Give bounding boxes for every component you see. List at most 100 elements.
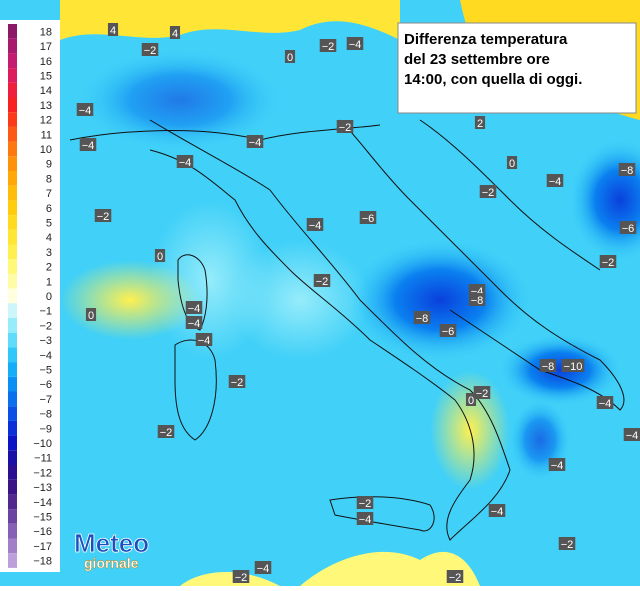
legend-label: 1 bbox=[46, 276, 52, 288]
legend-swatch bbox=[8, 112, 17, 127]
legend-label: −9 bbox=[39, 423, 52, 435]
map-label: −2 bbox=[97, 211, 110, 223]
map-label: −2 bbox=[339, 122, 352, 134]
map-label-bg bbox=[185, 316, 203, 329]
map-label-bg bbox=[468, 293, 486, 306]
title-line: del 23 settembre ore bbox=[404, 51, 550, 68]
map-label: −2 bbox=[160, 427, 173, 439]
legend-label: 6 bbox=[46, 203, 52, 215]
legend-swatch bbox=[8, 185, 17, 201]
legend-label: 11 bbox=[41, 129, 52, 141]
legend-swatch bbox=[8, 24, 17, 39]
legend-swatch bbox=[8, 465, 17, 480]
legend-swatch bbox=[8, 215, 17, 230]
legend-swatch bbox=[8, 509, 17, 524]
legend-swatch bbox=[8, 538, 17, 554]
map-label-bg bbox=[107, 23, 119, 36]
map-label: −6 bbox=[362, 213, 375, 225]
title-box: Differenza temperatura del 23 settembre … bbox=[397, 22, 637, 114]
map-label: −2 bbox=[602, 257, 615, 269]
map-label-bg bbox=[336, 120, 354, 133]
legend-swatch bbox=[8, 259, 17, 274]
legend-label: −17 bbox=[33, 541, 52, 553]
legend-label: 8 bbox=[46, 173, 52, 185]
map-label-bg bbox=[439, 324, 457, 337]
map-label: 0 bbox=[468, 395, 474, 407]
map-label: −4 bbox=[82, 140, 95, 152]
legend-swatch bbox=[8, 288, 17, 304]
map-label: −6 bbox=[442, 326, 455, 338]
map-label-bg bbox=[359, 211, 377, 224]
map-label: −2 bbox=[322, 41, 335, 53]
map-label: −2 bbox=[561, 539, 574, 551]
legend-swatch bbox=[8, 450, 17, 465]
map-label-bg bbox=[76, 103, 94, 116]
map-label-bg bbox=[228, 375, 246, 388]
legend-label: 15 bbox=[40, 70, 52, 82]
map-label-bg bbox=[94, 209, 112, 222]
legend-label: 3 bbox=[46, 247, 52, 259]
map-label: −4 bbox=[349, 39, 362, 51]
map-label: −4 bbox=[599, 398, 612, 410]
map-label-bg bbox=[619, 221, 637, 234]
map-label: −4 bbox=[309, 220, 322, 232]
legend-label: −5 bbox=[39, 364, 52, 376]
legend-label: 4 bbox=[46, 232, 52, 244]
legend-label: 14 bbox=[40, 85, 52, 97]
map-label: −4 bbox=[359, 514, 372, 526]
legend-swatch bbox=[8, 38, 17, 54]
map-label-bg bbox=[618, 163, 636, 176]
legend-label: −2 bbox=[39, 320, 52, 332]
legend-swatch bbox=[8, 97, 17, 113]
map-label-bg bbox=[548, 458, 566, 471]
legend-label: 7 bbox=[46, 188, 52, 200]
map-label-bg bbox=[154, 249, 166, 262]
legend-label: 16 bbox=[40, 56, 52, 68]
map-label: −4 bbox=[179, 157, 192, 169]
map-label-bg bbox=[599, 255, 617, 268]
legend-label: 2 bbox=[46, 262, 52, 274]
map-label-bg bbox=[254, 561, 272, 574]
legend-swatch bbox=[8, 376, 17, 392]
legend-label: −4 bbox=[39, 350, 52, 362]
legend-swatch bbox=[8, 68, 17, 83]
map-label: 4 bbox=[172, 28, 178, 40]
map-label: −2 bbox=[235, 572, 248, 584]
map-label-bg bbox=[306, 218, 324, 231]
legend-label: −6 bbox=[39, 379, 52, 391]
legend-label: −12 bbox=[33, 467, 52, 479]
map-label-bg bbox=[356, 512, 374, 525]
legend-swatch bbox=[8, 156, 17, 171]
logo: Meteo giornale bbox=[74, 528, 150, 572]
legend-label: 12 bbox=[40, 115, 52, 127]
map-labels: 4 4−20−2 −4−4−4−2−4−420−8−4−2−2−4−6−60 −2−2… bbox=[0, 23, 640, 584]
legend-swatch bbox=[8, 420, 17, 436]
map-label: −10 bbox=[564, 361, 583, 373]
map-label-bg bbox=[169, 26, 181, 39]
legend-label: −16 bbox=[33, 526, 52, 538]
title-line: Differenza temperatura bbox=[404, 31, 568, 48]
legend-label: 9 bbox=[46, 159, 52, 171]
map-label: −4 bbox=[79, 105, 92, 117]
map-label: −4 bbox=[491, 506, 504, 518]
legend-label: −7 bbox=[39, 394, 52, 406]
legend-swatch bbox=[8, 391, 17, 407]
logo-word: giornale bbox=[84, 555, 139, 571]
map-label-bg bbox=[141, 43, 159, 56]
legend-label: −3 bbox=[39, 335, 52, 347]
map-label: 2 bbox=[477, 118, 483, 130]
map-label-bg bbox=[313, 274, 331, 287]
legend-label: −13 bbox=[33, 482, 52, 494]
legend-swatch bbox=[8, 362, 17, 377]
legend-label: 17 bbox=[40, 41, 52, 53]
map-label-bg bbox=[546, 174, 564, 187]
map-label-bg bbox=[195, 333, 213, 346]
legend-swatch bbox=[8, 332, 17, 348]
legend-label: −10 bbox=[33, 438, 52, 450]
map-label-bg bbox=[473, 386, 491, 399]
map-label: −2 bbox=[449, 572, 462, 584]
map-label: −2 bbox=[476, 388, 489, 400]
legend-swatch bbox=[8, 126, 17, 142]
map-label-bg bbox=[79, 138, 97, 151]
